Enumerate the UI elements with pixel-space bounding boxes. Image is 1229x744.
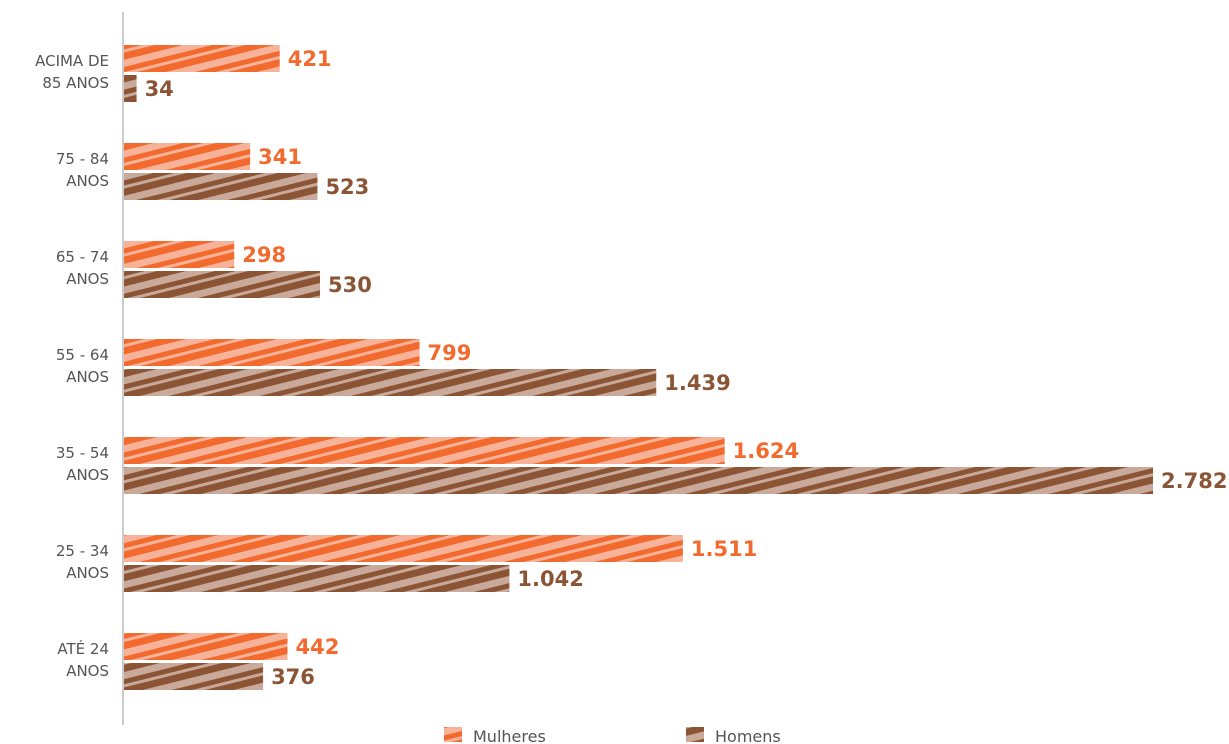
bar-homens-0 [124,75,137,102]
category-label-line: ANOS [66,172,109,190]
category-label: 65 - 74 ANOS [56,248,109,288]
bar-mulheres-5 [124,535,683,562]
bar-homens-5 [124,565,510,592]
value-label-mulheres: 1.511 [691,537,757,561]
bars-group [124,45,1153,690]
value-label-mulheres: 298 [242,243,286,267]
category-label: 35 - 54 ANOS [56,444,109,484]
value-labels: 421 34 341 523 298 530 799 1.439 1.624 2.782 1.511… [145,47,1228,689]
value-label-mulheres: 421 [288,47,332,71]
category-label: 75 - 84 ANOS [56,150,109,190]
category-label-line: 25 - 34 [56,542,109,560]
bar-mulheres-0 [124,45,280,72]
category-label-line: 55 - 64 [56,346,109,364]
value-label-homens: 523 [325,175,369,199]
category-label-line: 75 - 84 [56,150,109,168]
category-label: 55 - 64 ANOS [56,346,109,386]
value-label-mulheres: 1.624 [733,439,799,463]
bar-homens-1 [124,173,318,200]
legend-label-mulheres: Mulheres [473,727,546,744]
value-label-mulheres: 442 [295,635,339,659]
value-label-homens: 34 [145,77,174,101]
value-label-homens: 2.782 [1161,469,1227,493]
category-label-line: 65 - 74 [56,248,109,266]
legend: Mulheres Homens [444,727,781,744]
category-label-line: ANOS [66,368,109,386]
legend-swatch-mulheres [444,727,462,742]
category-label-line: ATÉ 24 [57,639,109,658]
category-label-line: ACIMA DE [35,52,109,70]
bar-mulheres-6 [124,633,288,660]
category-label: 25 - 34 ANOS [56,542,109,582]
category-label-line: 85 ANOS [42,74,109,92]
value-label-mulheres: 799 [428,341,472,365]
bar-homens-2 [124,271,321,298]
bar-homens-4 [124,467,1153,494]
category-label: ATÉ 24 ANOS [57,639,109,680]
value-label-homens: 1.042 [517,567,583,591]
bar-homens-6 [124,663,264,690]
bar-mulheres-1 [124,143,251,170]
bar-mulheres-2 [124,241,235,268]
value-label-homens: 376 [271,665,315,689]
category-label-line: ANOS [66,466,109,484]
value-label-homens: 530 [328,273,372,297]
bar-mulheres-3 [124,339,420,366]
legend-swatch-homens [686,727,704,742]
legend-label-homens: Homens [715,727,781,744]
bar-mulheres-4 [124,437,725,464]
category-label-line: ANOS [66,564,109,582]
bar-homens-3 [124,369,657,396]
category-label-line: ANOS [66,662,109,680]
category-label: ACIMA DE 85 ANOS [35,52,109,92]
value-label-homens: 1.439 [664,371,730,395]
category-label-line: 35 - 54 [56,444,109,462]
value-label-mulheres: 341 [258,145,302,169]
category-label-line: ANOS [66,270,109,288]
